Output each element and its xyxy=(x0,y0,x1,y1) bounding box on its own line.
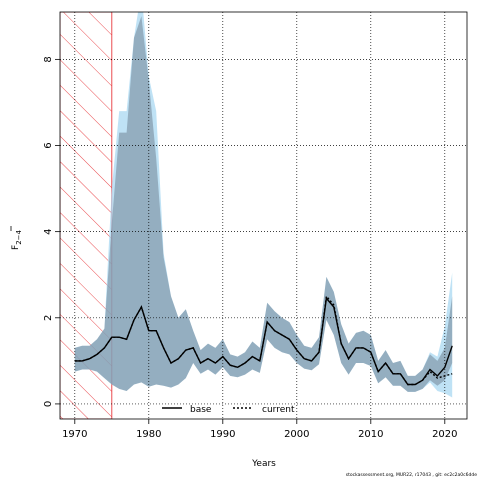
x-tick-label: 1980 xyxy=(136,429,161,440)
footer-credit: stockassessment.org, MUR22, r17043 , git… xyxy=(345,473,477,478)
x-axis-title: Years xyxy=(251,459,276,469)
y-axis: 0 2 4 6 8 xyxy=(43,56,60,407)
band-current xyxy=(74,12,453,398)
y-tick-label: 2 xyxy=(43,315,54,321)
confidence-bands xyxy=(74,12,453,398)
y-tick-label: 4 xyxy=(43,228,54,234)
plot-frame xyxy=(59,11,468,420)
x-tick-label: 2020 xyxy=(432,429,457,440)
x-tick-label: 1970 xyxy=(62,429,87,440)
series-lines xyxy=(74,294,453,386)
y-tick-label: 0 xyxy=(43,401,54,407)
y-tick-label: 8 xyxy=(43,56,54,62)
x-tick-label: 1990 xyxy=(210,429,235,440)
x-axis: 1970 1980 1990 2000 2010 2020 xyxy=(62,419,458,440)
legend-label-current: current xyxy=(262,405,295,415)
y-tick-label: 6 xyxy=(43,142,54,148)
x-tick-label: 2010 xyxy=(358,429,383,440)
band-base xyxy=(74,16,453,392)
x-tick-label: 2000 xyxy=(284,429,309,440)
series-line-current xyxy=(74,294,453,386)
svg-text:F2−4: F2−4 xyxy=(11,229,23,250)
y-axis-title-sub: 2−4 xyxy=(15,229,23,244)
legend-label-base: base xyxy=(190,405,212,415)
y-axis-title: F2−4 xyxy=(11,229,23,250)
legend: base current xyxy=(162,405,295,415)
y-axis-title-main: F xyxy=(11,245,21,250)
